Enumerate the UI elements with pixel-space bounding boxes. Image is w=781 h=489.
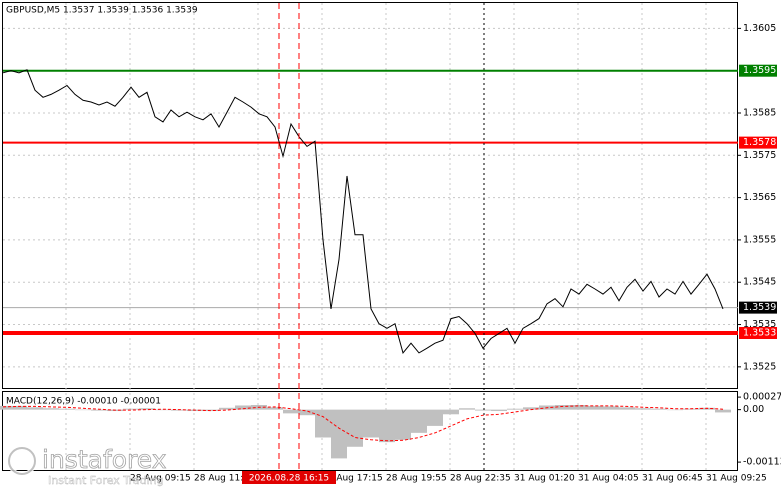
histogram-bar: [523, 407, 539, 410]
histogram-bar: [203, 409, 219, 412]
histogram-bar: [43, 408, 59, 410]
x-tick-label: 31 Aug 04:05: [578, 474, 639, 484]
level-box: [739, 64, 777, 77]
x-tick-label: 28 Aug 11:55: [194, 474, 255, 484]
histogram-bar: [27, 407, 43, 410]
histogram-bar: [635, 408, 651, 410]
histogram-bar: [555, 405, 571, 410]
level-box: [739, 327, 777, 339]
level-box: [739, 136, 777, 149]
marker-box: [242, 471, 336, 484]
histogram-bar: [379, 409, 395, 443]
plot: [0, 69, 738, 459]
histogram-bar: [491, 409, 507, 412]
watermark-tagline: Instant Forex Trading: [48, 474, 164, 487]
x-tick-label: 28 Aug 22:35: [450, 474, 511, 484]
macd-header: MACD(12,26,9) -0.00010 -0.00001: [6, 397, 161, 407]
histogram-bar: [619, 407, 635, 410]
y-tick-label: 1.3525: [743, 361, 776, 372]
histogram-bar: [443, 409, 459, 415]
watermark-logo: [8, 447, 36, 475]
y-tick-label: 1.3535: [743, 319, 776, 330]
y-tick-label: 0.00027: [743, 392, 781, 403]
watermark-brand: instaforex: [42, 445, 167, 474]
histogram-bar: [667, 409, 683, 411]
histogram-bar: [155, 409, 171, 411]
level-label: 1.3533: [743, 328, 776, 339]
y-tick-label: -0.00113: [743, 457, 781, 468]
histogram-bar: [603, 406, 619, 410]
signal-line: [2, 405, 724, 442]
histogram-bar: [171, 409, 187, 411]
histogram-bar: [475, 409, 491, 411]
histogram-bar: [587, 405, 603, 410]
x-tick-label: 28 Aug 19:55: [386, 474, 447, 484]
watermark: instaforex Instant Forex Trading: [7, 445, 167, 487]
histogram-bar: [651, 408, 667, 410]
y-tick-label: 1.3585: [743, 108, 776, 119]
level-label: 1.3595: [743, 65, 776, 76]
x-tick-label: 28 Aug 09:15: [130, 474, 191, 484]
price-line: [2, 69, 724, 354]
y-tick-label: 1.3545: [743, 277, 776, 288]
y-tick-label: 1.3565: [743, 192, 776, 203]
histogram-bar: [11, 405, 27, 410]
symbol-header: GBPUSD,M5 1.3537 1.3539 1.3536 1.3539: [6, 6, 198, 16]
marker-label: 2026.08.28 16:15: [249, 474, 329, 484]
histogram-bar: [123, 408, 139, 410]
histogram-bar: [347, 409, 363, 447]
histogram-bar: [91, 409, 107, 411]
histogram-bar: [219, 407, 235, 410]
histogram-bar: [459, 408, 475, 410]
last-price-label: 1.3539: [743, 302, 776, 313]
histogram-bar: [507, 408, 523, 410]
histogram-bar: [267, 407, 283, 410]
macd-panel-frame: [2, 391, 738, 471]
histogram-bar: [59, 408, 75, 410]
histogram-bar: [75, 409, 91, 411]
histogram-bar: [299, 409, 315, 416]
y-tick-label: 1.3605: [743, 23, 776, 34]
price-panel-frame: [2, 2, 738, 389]
level-label: 1.3578: [743, 137, 776, 148]
x-tick-label: 31 Aug 09:25: [706, 474, 767, 484]
histogram-bar: [315, 409, 331, 438]
y-tick-label: 0.00: [743, 404, 764, 415]
histogram-bar: [715, 409, 731, 413]
histogram-bar: [139, 408, 155, 410]
histogram-bar: [0, 405, 11, 410]
histogram-bar: [331, 409, 347, 459]
histogram-bar: [427, 409, 443, 426]
histogram-bar: [283, 409, 299, 414]
x-tick-label: 31 Aug 01:20: [514, 474, 575, 484]
histogram-bar: [411, 409, 427, 433]
last-price-box: [739, 301, 777, 314]
x-tick-label: 28 Aug 17:15: [322, 474, 383, 484]
histogram-bar: [235, 405, 251, 410]
y-tick-label: 1.3555: [743, 234, 776, 245]
x-tick-label: 31 Aug 06:45: [642, 474, 703, 484]
histogram-bar: [363, 409, 379, 438]
histogram-bar: [571, 405, 587, 410]
y-tick-label: 1.3575: [743, 150, 776, 161]
labels: 1.3605 1.3585 1.3575 1.3565 1.3555 1.3545 1.35…: [130, 23, 781, 484]
histogram-bar: [395, 409, 411, 440]
